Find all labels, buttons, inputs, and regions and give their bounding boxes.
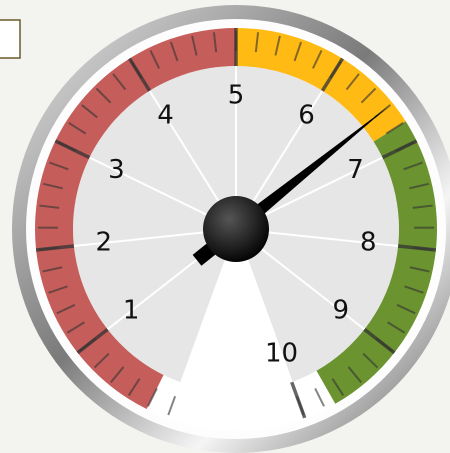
minor-tick	[362, 352, 379, 369]
minor-tick	[169, 41, 179, 62]
minor-tick	[314, 387, 325, 407]
tick-label: 7	[347, 155, 364, 185]
minor-tick	[396, 303, 416, 315]
major-tick	[54, 139, 91, 160]
major-tick	[397, 244, 437, 252]
major-tick	[290, 381, 307, 419]
tick-label: 4	[157, 101, 174, 131]
minor-tick	[404, 285, 424, 294]
spoke	[259, 246, 366, 331]
tick-label: 2	[95, 227, 112, 257]
spoke	[265, 231, 399, 248]
tick-label: 8	[360, 227, 377, 257]
minor-tick	[360, 87, 377, 104]
cropped-box	[0, 19, 21, 59]
minor-tick	[66, 321, 85, 334]
major-tick	[128, 57, 152, 92]
minor-tick	[48, 285, 68, 294]
band	[35, 27, 237, 410]
spoke	[148, 90, 221, 205]
minor-tick	[56, 303, 76, 315]
tick-label: 6	[298, 101, 315, 131]
minor-tick	[127, 378, 141, 396]
minor-tick	[403, 161, 423, 171]
minor-tick	[347, 366, 362, 384]
spoke	[251, 90, 324, 205]
minor-tick	[409, 182, 429, 190]
spoke	[89, 156, 210, 217]
major-tick	[320, 57, 344, 92]
spoke	[245, 256, 293, 383]
minor-tick	[95, 87, 112, 104]
tick-label: 10	[265, 338, 298, 368]
minor-tick	[93, 352, 110, 369]
minor-tick	[274, 35, 281, 56]
minor-tick	[409, 266, 430, 273]
minor-tick	[42, 266, 63, 273]
major-tick	[76, 327, 109, 355]
tick-label: 9	[333, 295, 350, 325]
minor-tick	[412, 204, 433, 209]
hub	[203, 196, 269, 262]
minor-tick	[254, 32, 260, 53]
minor-tick	[43, 182, 63, 190]
band	[236, 28, 406, 142]
gauge: 1 2 3 4 5 6 7 8 9 10	[35, 27, 437, 419]
minor-tick	[49, 161, 69, 171]
minor-tick	[387, 321, 406, 334]
minor-tick	[345, 73, 360, 91]
major-tick	[35, 244, 75, 252]
minor-tick	[147, 387, 158, 407]
minor-tick	[385, 122, 404, 135]
minor-tick	[167, 395, 177, 416]
tick-label: 5	[228, 81, 245, 111]
major-tick	[363, 327, 396, 355]
minor-tick	[39, 204, 60, 209]
minor-tick	[110, 366, 125, 384]
tick-label: 1	[123, 295, 140, 325]
minor-tick	[191, 35, 198, 56]
minor-tick	[81, 104, 98, 119]
minor-tick	[68, 122, 87, 135]
spoke	[73, 231, 207, 248]
band	[316, 121, 437, 404]
spoke	[106, 246, 213, 331]
major-tick	[381, 139, 418, 160]
minor-tick	[212, 32, 218, 53]
minor-tick	[149, 50, 160, 69]
minor-tick	[331, 378, 345, 396]
minor-tick	[112, 73, 127, 91]
minor-tick	[293, 41, 303, 62]
tick-label: 3	[108, 155, 125, 185]
minor-tick	[312, 50, 323, 69]
spoke	[262, 156, 383, 217]
